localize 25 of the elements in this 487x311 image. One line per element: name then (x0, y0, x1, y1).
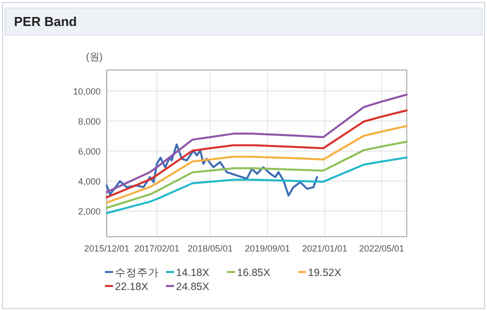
legend-label: 19.52X (308, 267, 342, 279)
x-tick-label: 2018/05/01 (188, 244, 233, 254)
line-series (106, 156, 408, 214)
legend-label: 16.85X (237, 267, 270, 279)
x-tick-label: 2015/12/01 (84, 244, 130, 254)
line-series (106, 140, 408, 209)
x-tick-label: 2019/09/01 (244, 244, 290, 254)
x-tick-label: 2017/02/01 (134, 244, 180, 254)
line-series (106, 109, 408, 198)
line-series (106, 143, 318, 197)
legend-label: 14.18X (176, 267, 210, 279)
title: PER Band (14, 14, 77, 29)
y-tick-label: 4,000 (78, 176, 101, 187)
y-axis-title: (원) (86, 52, 103, 63)
y-tick-label: 2,000 (78, 206, 101, 217)
y-tick-label: 10,000 (73, 86, 101, 97)
legend-label: 수정주가 (115, 267, 159, 279)
line-series (106, 125, 408, 204)
x-tick-label: 2022/05/01 (359, 244, 404, 254)
legend-label: 24.85X (176, 281, 210, 293)
legend-label: 22.18X (115, 281, 148, 293)
line-series (106, 94, 408, 194)
y-tick-label: 8,000 (78, 116, 101, 127)
y-tick-label: 6,000 (78, 146, 101, 157)
x-tick-label: 2021/01/01 (302, 244, 348, 254)
